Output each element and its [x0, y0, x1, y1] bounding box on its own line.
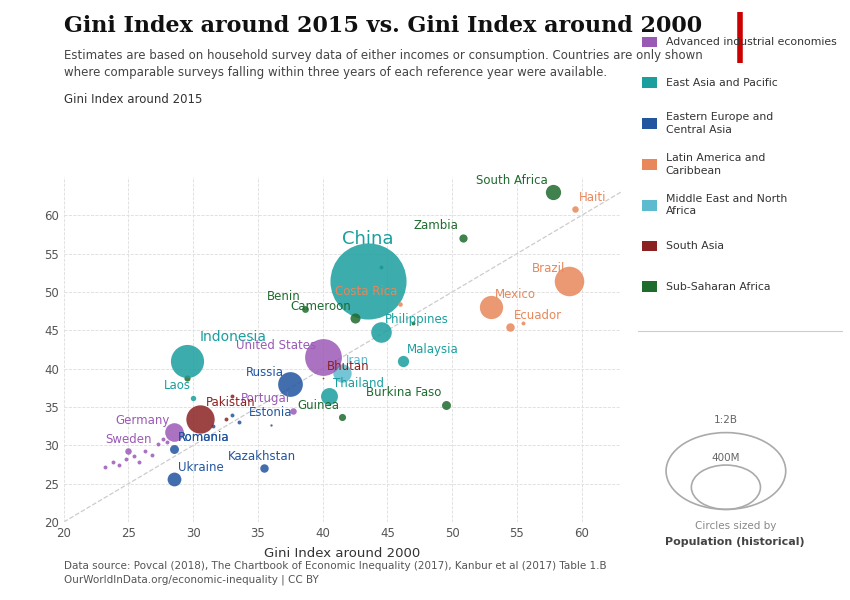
Point	[193, 414, 207, 424]
Text: Eastern Europe and
Central Asia: Eastern Europe and Central Asia	[666, 112, 773, 135]
Point	[167, 474, 180, 484]
Text: Ukraine: Ukraine	[178, 461, 224, 474]
Text: 1:2B: 1:2B	[714, 415, 738, 425]
Text: Germany: Germany	[116, 414, 170, 427]
Point	[335, 412, 348, 422]
Text: Estimates are based on household survey data of either incomes or consumption. C: Estimates are based on household survey …	[64, 49, 702, 79]
Point	[406, 318, 420, 328]
Point	[225, 410, 239, 419]
Text: South Asia: South Asia	[666, 241, 723, 251]
Text: Population (historical): Population (historical)	[666, 537, 805, 547]
Text: Bhutan: Bhutan	[326, 359, 369, 373]
Text: Laos: Laos	[164, 379, 190, 392]
Point	[517, 318, 530, 328]
Text: Mexico: Mexico	[495, 288, 536, 301]
Point	[151, 439, 165, 449]
Text: Circles sized by: Circles sized by	[694, 521, 776, 531]
Point	[284, 379, 298, 389]
Point	[562, 275, 575, 285]
Text: South Africa: South Africa	[476, 174, 548, 187]
Point	[258, 464, 271, 473]
Text: Philippines: Philippines	[385, 313, 449, 326]
Point	[335, 368, 348, 377]
Text: Iran: Iran	[346, 354, 369, 367]
Point	[396, 356, 410, 366]
Point	[106, 457, 120, 467]
Text: Advanced industrial economies: Advanced industrial economies	[666, 37, 836, 47]
Text: Brazil: Brazil	[531, 262, 564, 275]
Point	[547, 188, 560, 197]
Point	[348, 313, 362, 323]
Text: Ecuador: Ecuador	[514, 309, 563, 322]
Text: Russia: Russia	[246, 365, 284, 379]
Text: Gini Index around 2015: Gini Index around 2015	[64, 93, 202, 106]
Text: Data source: Povcal (2018), The Chartbook of Economic Inequality (2017), Kanbur : Data source: Povcal (2018), The Chartboo…	[64, 562, 606, 585]
Text: East Asia and Pacific: East Asia and Pacific	[666, 78, 777, 88]
Point	[139, 446, 152, 456]
Text: in Data: in Data	[750, 48, 795, 58]
Text: Middle East and North
Africa: Middle East and North Africa	[666, 194, 787, 217]
Point	[122, 446, 135, 456]
Text: Pakistan: Pakistan	[207, 396, 256, 409]
X-axis label: Gini Index around 2000: Gini Index around 2000	[264, 547, 420, 560]
Text: 400M: 400M	[711, 452, 740, 463]
Text: Our World: Our World	[750, 30, 813, 40]
Point	[316, 352, 330, 362]
Text: Estonia: Estonia	[249, 406, 292, 419]
Text: Benin: Benin	[267, 290, 301, 304]
Text: Costa Rica: Costa Rica	[336, 285, 398, 298]
Point	[504, 322, 518, 332]
Point	[322, 391, 336, 400]
Point	[180, 373, 194, 383]
Point	[374, 263, 388, 272]
Point	[232, 418, 246, 427]
Point	[99, 462, 112, 472]
Point	[156, 434, 170, 444]
Text: China: China	[343, 230, 394, 248]
Point	[206, 421, 219, 431]
Text: Sweden: Sweden	[105, 433, 152, 446]
Point	[456, 233, 469, 242]
Point	[264, 420, 278, 430]
Point	[119, 454, 133, 464]
Point	[298, 304, 311, 314]
Point	[180, 356, 194, 366]
Point	[167, 427, 180, 437]
Text: Zambia: Zambia	[414, 219, 459, 232]
Point	[439, 400, 452, 409]
Point	[112, 460, 127, 469]
Text: Romania: Romania	[178, 431, 230, 444]
Text: Latin America and
Caribbean: Latin America and Caribbean	[666, 153, 765, 176]
Point	[484, 302, 498, 311]
Point	[186, 393, 200, 403]
Text: Malaysia: Malaysia	[407, 343, 459, 356]
Text: Kazakhstan: Kazakhstan	[228, 450, 296, 463]
Point	[316, 373, 330, 383]
Text: Sub-Saharan Africa: Sub-Saharan Africa	[666, 282, 770, 292]
Point	[145, 450, 159, 460]
Text: Thailand: Thailand	[333, 377, 384, 390]
Text: Portugal: Portugal	[241, 392, 291, 406]
Text: Guinea: Guinea	[298, 398, 339, 412]
Text: Indonesia: Indonesia	[200, 330, 267, 344]
Point	[167, 445, 180, 454]
Point	[374, 327, 388, 337]
Point	[161, 437, 174, 446]
Point	[132, 457, 145, 467]
Text: Haiti: Haiti	[579, 191, 607, 204]
Point	[569, 205, 582, 214]
Text: United States: United States	[236, 339, 316, 352]
Point	[218, 414, 232, 424]
Text: Gini Index around 2015 vs. Gini Index around 2000: Gini Index around 2015 vs. Gini Index ar…	[64, 15, 702, 37]
Text: Cameroon: Cameroon	[291, 299, 351, 313]
Point	[286, 406, 300, 416]
Point	[394, 299, 407, 308]
Point	[361, 275, 375, 285]
Text: Burkina Faso: Burkina Faso	[366, 386, 442, 400]
Text: Romonia: Romonia	[178, 431, 230, 444]
Point	[127, 451, 140, 461]
Point	[225, 391, 239, 400]
